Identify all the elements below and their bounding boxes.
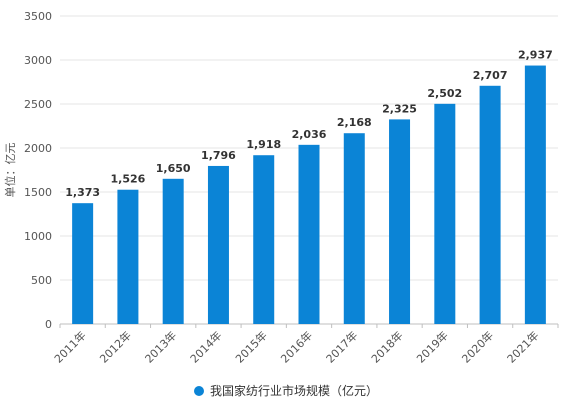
data-label: 1,796 bbox=[201, 149, 236, 162]
data-label: 2,168 bbox=[337, 116, 372, 129]
x-tick-label: 2016年 bbox=[278, 328, 315, 365]
y-tick-label: 3000 bbox=[24, 54, 52, 67]
x-tick-label: 2015年 bbox=[232, 328, 269, 365]
x-tick-label: 2021年 bbox=[504, 328, 541, 365]
y-axis-title: 单位：亿元 bbox=[3, 143, 17, 198]
data-label: 2,325 bbox=[382, 102, 417, 115]
x-tick-label: 2013年 bbox=[142, 328, 179, 365]
data-label: 1,650 bbox=[156, 162, 191, 175]
bar bbox=[434, 103, 456, 324]
legend: 我国家纺行业市场规模（亿元） bbox=[0, 382, 572, 399]
x-tick-label: 2012年 bbox=[97, 328, 134, 365]
data-label: 1,373 bbox=[65, 186, 100, 199]
data-label: 1,526 bbox=[111, 173, 146, 186]
x-tick-label: 2011年 bbox=[51, 328, 88, 365]
y-tick-label: 500 bbox=[31, 274, 52, 287]
legend-marker bbox=[193, 386, 204, 396]
data-label: 2,036 bbox=[292, 128, 327, 141]
y-tick-label: 1500 bbox=[24, 186, 52, 199]
bar bbox=[389, 119, 411, 325]
y-tick-label: 1000 bbox=[24, 230, 52, 243]
bar bbox=[72, 203, 94, 324]
y-tick-label: 0 bbox=[45, 318, 52, 331]
bar bbox=[479, 85, 501, 324]
bar bbox=[524, 65, 546, 324]
bar bbox=[343, 133, 365, 324]
bar-chart: 0 500 1000 1500 2000 2500 3000 3500 单位：亿元 1,373 20… bbox=[3, 10, 559, 366]
bar bbox=[253, 155, 275, 324]
x-tick-label: 2017年 bbox=[323, 328, 360, 365]
legend-label: 我国家纺行业市场规模（亿元） bbox=[209, 384, 378, 398]
x-tick-label: 2014年 bbox=[187, 328, 224, 365]
data-label: 2,502 bbox=[427, 87, 462, 100]
bar bbox=[117, 189, 139, 324]
x-tick-label: 2018年 bbox=[368, 328, 405, 365]
y-tick-label: 3500 bbox=[24, 10, 52, 23]
y-tick-label: 2000 bbox=[24, 142, 52, 155]
y-tick-label: 2500 bbox=[24, 98, 52, 111]
data-label: 2,707 bbox=[473, 69, 508, 82]
data-label: 1,918 bbox=[246, 138, 281, 151]
bar bbox=[207, 165, 229, 324]
bar bbox=[298, 144, 320, 324]
data-label: 2,937 bbox=[518, 49, 553, 62]
x-tick-label: 2020年 bbox=[459, 328, 496, 365]
x-tick-label: 2019年 bbox=[413, 328, 450, 365]
bar bbox=[162, 178, 184, 324]
